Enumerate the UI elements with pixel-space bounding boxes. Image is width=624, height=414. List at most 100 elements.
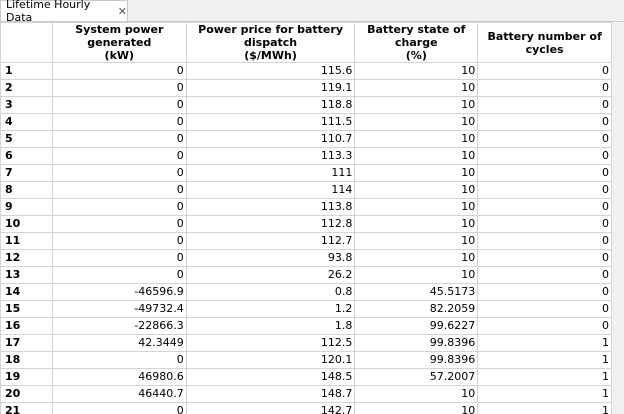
table-row: 6 0 113.3 10 0	[0, 147, 612, 165]
cell: 0	[477, 266, 612, 284]
table-row: 12 0 93.8 10 0	[0, 249, 612, 267]
cell: 148.7	[185, 385, 356, 403]
cell: 10	[354, 232, 479, 250]
cell: 0	[51, 402, 187, 414]
row-header: 13	[0, 266, 53, 284]
table-row: 11 0 112.7 10 0	[0, 232, 612, 250]
table-container: System power generated (kW) Power price f…	[0, 22, 612, 414]
cell: 1	[477, 368, 612, 386]
cell: 46980.6	[51, 368, 187, 386]
cell: 1	[477, 351, 612, 369]
column-header: Power price for battery dispatch ($/MWh)	[185, 22, 356, 63]
cell: 115.6	[185, 62, 356, 80]
cell: 114	[185, 181, 356, 199]
cell: 119.1	[185, 79, 356, 97]
cell: 10	[354, 79, 479, 97]
cell: 120.1	[185, 351, 356, 369]
row-header: 2	[0, 79, 53, 97]
cell: 1	[477, 402, 612, 414]
row-header: 11	[0, 232, 53, 250]
cell: 0	[477, 249, 612, 267]
cell: 10	[354, 402, 479, 414]
table-row: 3 0 118.8 10 0	[0, 96, 612, 114]
cell: 0	[477, 62, 612, 80]
cell: 93.8	[185, 249, 356, 267]
table-row: 5 0 110.7 10 0	[0, 130, 612, 148]
cell: 0	[51, 113, 187, 131]
table-row: 16 -22866.3 1.8 99.6227 0	[0, 317, 612, 335]
row-header: 6	[0, 147, 53, 165]
cell: 111.5	[185, 113, 356, 131]
cell: 0	[477, 79, 612, 97]
cell: 0	[51, 130, 187, 148]
cell: 113.3	[185, 147, 356, 165]
table-row: 17 42.3449 112.5 99.8396 1	[0, 334, 612, 352]
column-header: Battery number of cycles	[477, 22, 612, 63]
cell: 0	[51, 215, 187, 233]
cell: 10	[354, 249, 479, 267]
cell: 0	[477, 317, 612, 335]
table-row: 1 0 115.6 10 0	[0, 62, 612, 80]
cell: 0	[477, 300, 612, 318]
cell: 118.8	[185, 96, 356, 114]
table-row: 13 0 26.2 10 0	[0, 266, 612, 284]
cell: 10	[354, 96, 479, 114]
row-header: 1	[0, 62, 53, 80]
cell: 0	[51, 79, 187, 97]
row-header: 21	[0, 402, 53, 414]
column-header: Battery state of charge (%)	[354, 22, 479, 63]
cell: 0	[477, 198, 612, 216]
table-row: 4 0 111.5 10 0	[0, 113, 612, 131]
cell: 10	[354, 385, 479, 403]
cell: 10	[354, 113, 479, 131]
cell: 99.8396	[354, 351, 479, 369]
tab-bar: Lifetime Hourly Data ✕	[0, 0, 624, 24]
cell: -49732.4	[51, 300, 187, 318]
cell: 10	[354, 198, 479, 216]
table-row: 20 46440.7 148.7 10 1	[0, 385, 612, 403]
close-icon[interactable]: ✕	[117, 4, 127, 18]
cell: 26.2	[185, 266, 356, 284]
cell: 0	[477, 147, 612, 165]
row-header: 5	[0, 130, 53, 148]
column-header: System power generated (kW)	[51, 22, 187, 63]
table-row: 10 0 112.8 10 0	[0, 215, 612, 233]
cell: 10	[354, 266, 479, 284]
row-header: 10	[0, 215, 53, 233]
cell: 10	[354, 62, 479, 80]
row-header: 14	[0, 283, 53, 301]
cell: -22866.3	[51, 317, 187, 335]
cell: 111	[185, 164, 356, 182]
cell: 112.7	[185, 232, 356, 250]
cell: 110.7	[185, 130, 356, 148]
cell: 112.5	[185, 334, 356, 352]
cell: 0	[477, 113, 612, 131]
row-header: 15	[0, 300, 53, 318]
scrollbar[interactable]	[612, 22, 624, 414]
row-header: 20	[0, 385, 53, 403]
cell: 0	[51, 181, 187, 199]
cell: 99.6227	[354, 317, 479, 335]
cell: 112.8	[185, 215, 356, 233]
table-row: 19 46980.6 148.5 57.2007 1	[0, 368, 612, 386]
cell: 10	[354, 130, 479, 148]
header-row: System power generated (kW) Power price f…	[0, 22, 612, 63]
cell: 46440.7	[51, 385, 187, 403]
cell: 0	[51, 96, 187, 114]
cell: 0	[477, 96, 612, 114]
table-row: 9 0 113.8 10 0	[0, 198, 612, 216]
cell: 0	[477, 232, 612, 250]
table-row: 21 0 142.7 10 1	[0, 402, 612, 414]
cell: 0	[477, 181, 612, 199]
cell: 113.8	[185, 198, 356, 216]
row-header: 12	[0, 249, 53, 267]
cell: 0	[477, 130, 612, 148]
tab[interactable]: Lifetime Hourly Data ✕	[0, 0, 128, 24]
cell: 82.2059	[354, 300, 479, 318]
cell: 0	[51, 62, 187, 80]
cell: 0	[51, 198, 187, 216]
cell: 42.3449	[51, 334, 187, 352]
cell: 0	[477, 164, 612, 182]
cell: 10	[354, 181, 479, 199]
